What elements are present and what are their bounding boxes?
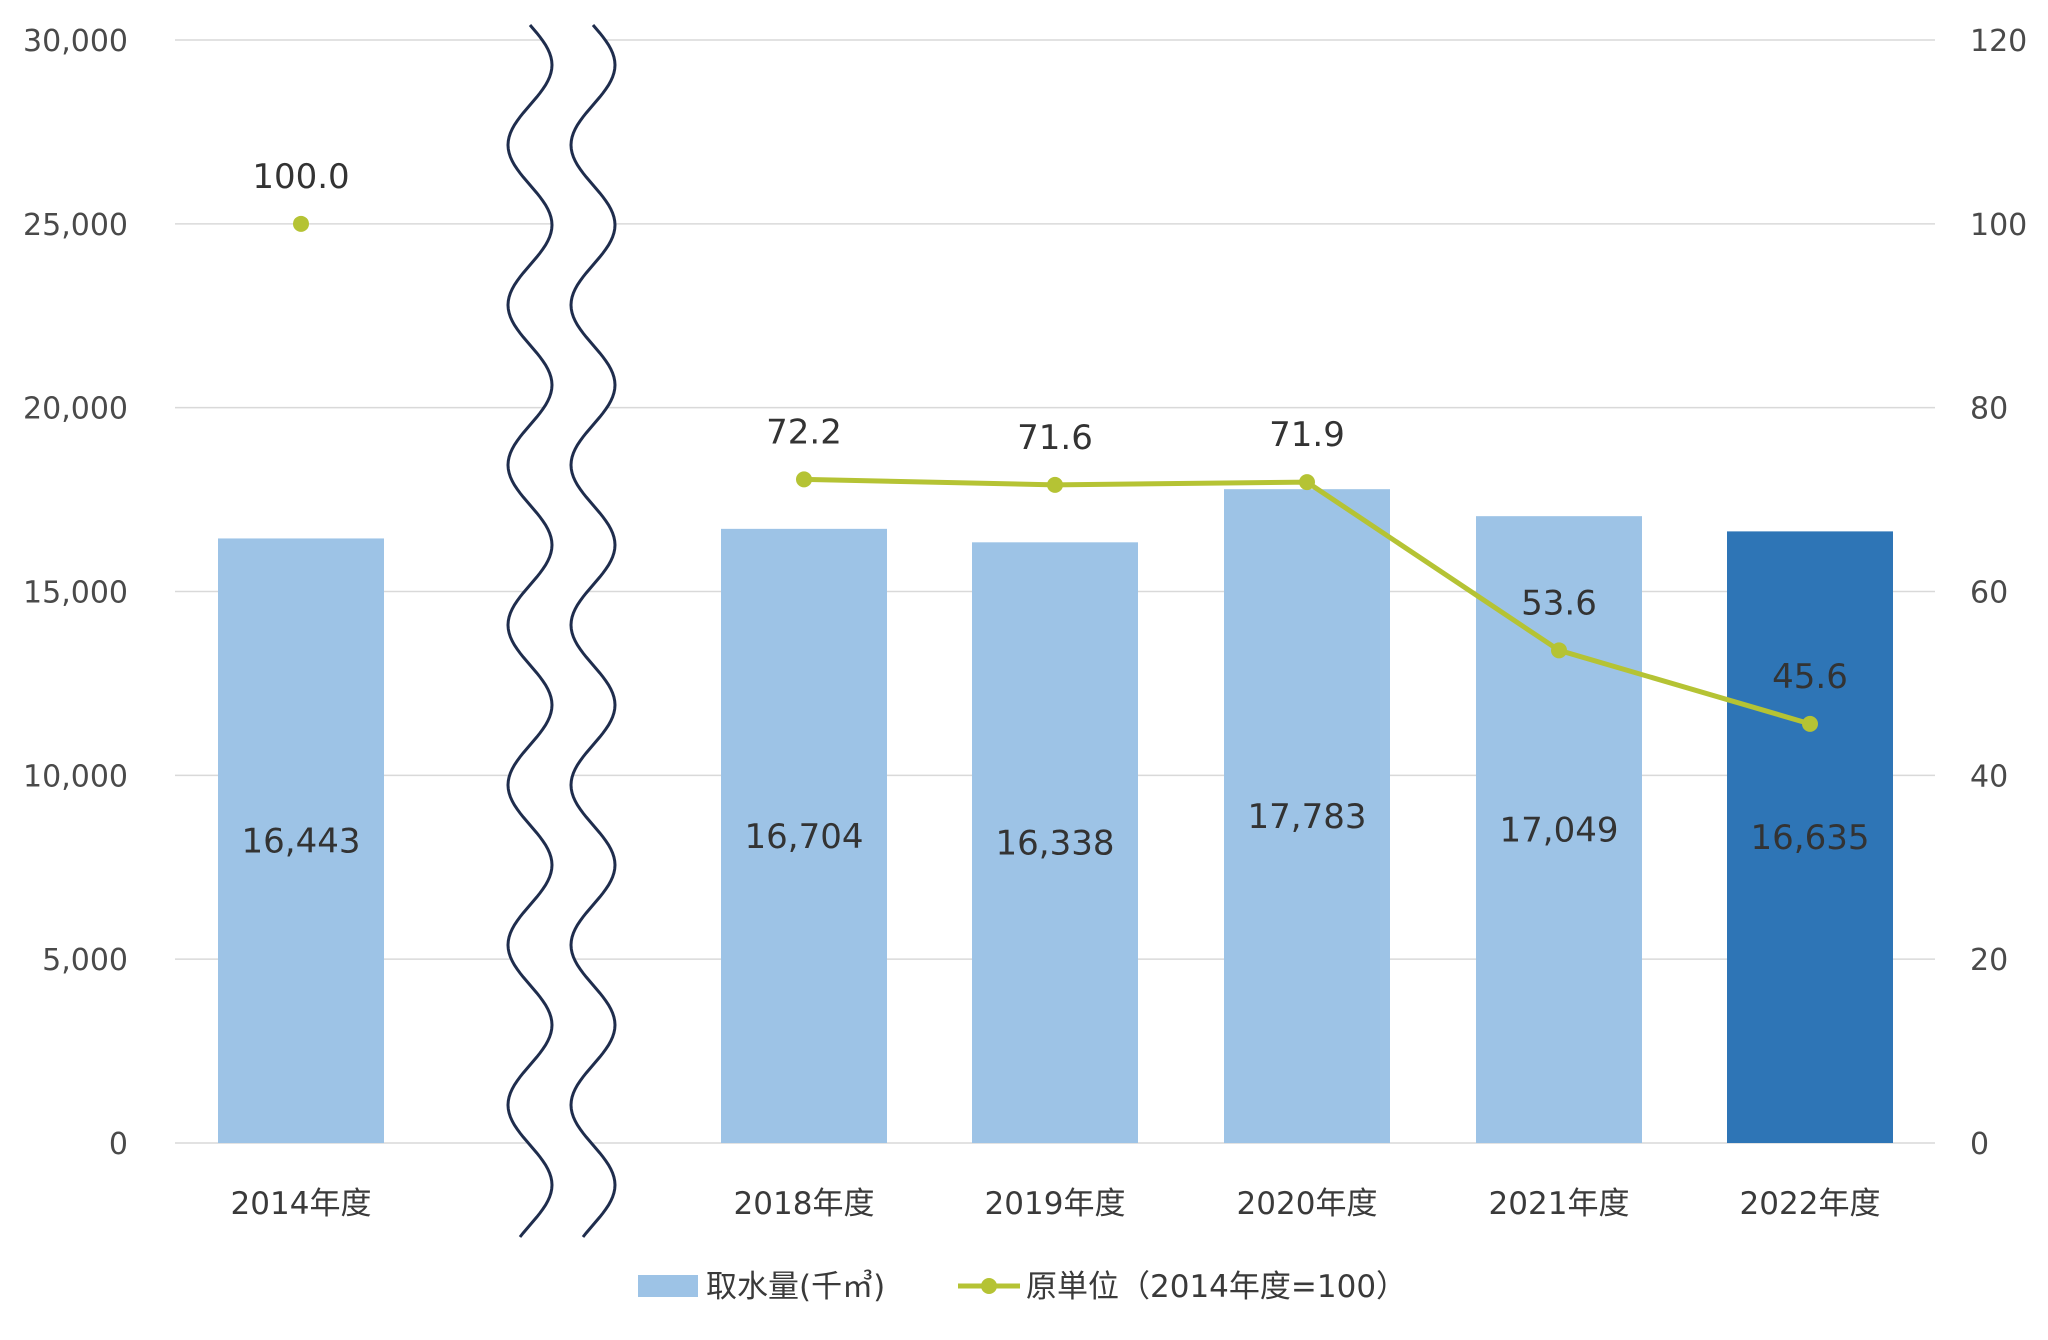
line-value-label: 72.2: [766, 412, 842, 452]
line-value-label: 53.6: [1521, 583, 1597, 623]
y-left-tick-label: 15,000: [23, 576, 128, 611]
x-category-label: 2020年度: [1237, 1186, 1378, 1222]
bar-value-label: 17,049: [1500, 811, 1619, 851]
bar-series: [218, 489, 1893, 1144]
line-point: [293, 215, 309, 232]
bar-value-label: 16,704: [745, 817, 864, 857]
legend-line-marker: [981, 1278, 997, 1294]
legend-line-label: 原単位（2014年度=100）: [1026, 1269, 1407, 1305]
line-data-labels: 100.0 72.2 71.6 71.9 53.6 45.6: [252, 157, 1848, 697]
y-right-tick-label: 120: [1970, 24, 2027, 59]
y-left-tick-label: 10,000: [23, 759, 128, 794]
y-left-tick-label: 5,000: [42, 943, 128, 978]
y-axis-right: 0 20 40 60 80 100 120: [1970, 24, 2027, 1162]
bar: [972, 542, 1138, 1143]
x-category-label: 2014年度: [231, 1186, 372, 1222]
axis-break-band: [508, 25, 615, 1240]
bar: [1727, 531, 1893, 1143]
line-value-label: 45.6: [1772, 657, 1848, 697]
line-value-label: 71.9: [1269, 415, 1345, 455]
axis-break-wave: [506, 24, 554, 1238]
bar-value-label: 17,783: [1248, 797, 1367, 837]
y-left-tick-label: 25,000: [23, 208, 128, 243]
x-category-label: 2022年度: [1740, 1186, 1881, 1222]
bar: [721, 528, 887, 1143]
line-point: [796, 471, 812, 488]
legend-bar-swatch: [638, 1275, 698, 1297]
y-axis-left: 0 5,000 10,000 15,000 20,000 25,000 30,000: [23, 24, 128, 1162]
legend-bar-label: 取水量(千㎥): [706, 1269, 885, 1305]
axis-break: [506, 24, 617, 1240]
line-value-label: 100.0: [252, 157, 349, 197]
y-right-tick-label: 80: [1970, 392, 2008, 427]
x-category-label: 2018年度: [734, 1186, 875, 1222]
legend: 取水量(千㎥) 原単位（2014年度=100）: [638, 1269, 1407, 1305]
bar: [218, 538, 384, 1143]
bar-data-labels: 16,443 16,704 16,338 17,783 17,049 16,635: [242, 797, 1870, 864]
bar-value-label: 16,635: [1751, 818, 1870, 858]
x-axis-categories: 2014年度 2018年度 2019年度 2020年度 2021年度 2022年度: [231, 1186, 1881, 1222]
y-right-tick-label: 60: [1970, 576, 2008, 611]
line-point: [1802, 715, 1818, 732]
y-right-tick-label: 0: [1970, 1127, 1989, 1162]
line-point: [1299, 474, 1315, 491]
x-category-label: 2021年度: [1489, 1186, 1630, 1222]
bar-value-label: 16,443: [242, 822, 361, 862]
y-left-tick-label: 0: [109, 1127, 128, 1162]
axis-break-wave: [569, 24, 617, 1238]
line-value-label: 71.6: [1017, 418, 1093, 458]
y-left-tick-label: 20,000: [23, 392, 128, 427]
y-right-tick-label: 20: [1970, 943, 2008, 978]
line-series: [293, 215, 1818, 732]
bar: [1224, 489, 1390, 1144]
bar: [1476, 516, 1642, 1143]
x-category-label: 2019年度: [985, 1186, 1126, 1222]
line-point: [1551, 642, 1567, 659]
y-left-tick-label: 30,000: [23, 24, 128, 59]
bar-value-label: 16,338: [996, 824, 1115, 864]
y-right-tick-label: 40: [1970, 759, 2008, 794]
y-right-tick-label: 100: [1970, 208, 2027, 243]
line-point: [1047, 476, 1063, 493]
